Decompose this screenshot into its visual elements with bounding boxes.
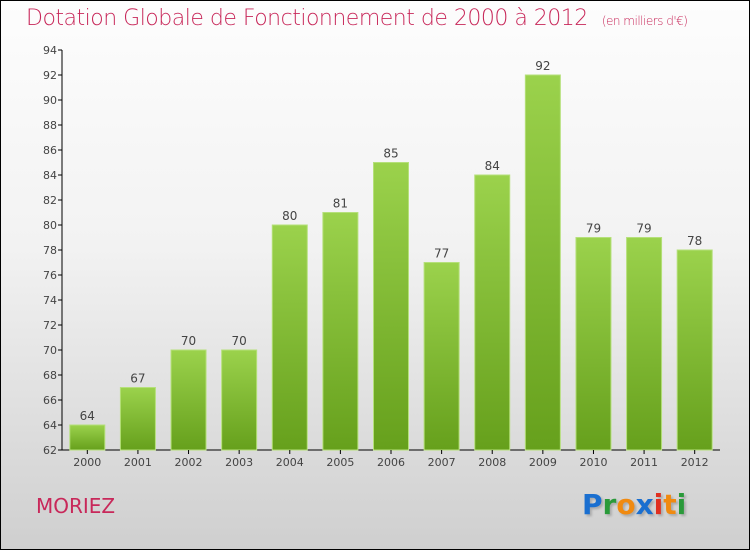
bar-2012 bbox=[676, 249, 713, 451]
bar-2009 bbox=[524, 74, 561, 451]
bar-2004 bbox=[271, 224, 308, 451]
y-tick-label: 62 bbox=[43, 444, 57, 457]
data-label: 64 bbox=[80, 409, 95, 423]
y-tick-label: 70 bbox=[43, 344, 57, 357]
data-label: 79 bbox=[636, 222, 651, 236]
x-tick-label: 2011 bbox=[630, 456, 658, 469]
title-text: Dotation Globale de Fonctionnement de 20… bbox=[26, 6, 588, 31]
y-tick-label: 90 bbox=[43, 94, 57, 107]
data-label: 85 bbox=[383, 147, 398, 161]
bar-2011 bbox=[626, 237, 663, 451]
y-tick-label: 66 bbox=[43, 394, 57, 407]
data-label: 70 bbox=[232, 334, 247, 348]
data-label: 84 bbox=[485, 159, 500, 173]
x-tick-label: 2002 bbox=[175, 456, 203, 469]
data-label: 81 bbox=[333, 197, 348, 211]
bar-2002 bbox=[170, 349, 207, 451]
proxiti-logo: Proxiti bbox=[582, 488, 687, 521]
bar-2010 bbox=[575, 237, 612, 451]
y-tick-label: 94 bbox=[43, 44, 57, 57]
x-tick-label: 2006 bbox=[377, 456, 405, 469]
y-tick-label: 74 bbox=[43, 294, 57, 307]
y-tick-label: 86 bbox=[43, 144, 57, 157]
chart-subtitle: (en milliers d'€) bbox=[601, 14, 688, 28]
bar-2006 bbox=[373, 162, 409, 451]
location-name: MORIEZ bbox=[36, 494, 116, 518]
bar-2003 bbox=[221, 349, 258, 451]
data-label: 92 bbox=[535, 59, 550, 73]
data-label: 79 bbox=[586, 222, 601, 236]
y-tick-label: 78 bbox=[43, 244, 57, 257]
bar-2001 bbox=[119, 387, 156, 451]
bar-2005 bbox=[322, 212, 359, 451]
x-tick-label: 2009 bbox=[529, 456, 557, 469]
data-label: 67 bbox=[130, 372, 145, 386]
y-tick-label: 84 bbox=[43, 169, 57, 182]
data-label: 70 bbox=[181, 334, 196, 348]
bar-2000 bbox=[69, 424, 106, 451]
bar-2007 bbox=[423, 262, 460, 451]
y-tick-label: 80 bbox=[43, 219, 57, 232]
data-label: 77 bbox=[434, 247, 449, 261]
x-tick-label: 2000 bbox=[73, 456, 101, 469]
y-tick-label: 72 bbox=[43, 319, 57, 332]
x-tick-label: 2005 bbox=[326, 456, 354, 469]
x-tick-label: 2003 bbox=[225, 456, 253, 469]
y-tick-label: 88 bbox=[43, 119, 57, 132]
data-label: 78 bbox=[687, 234, 702, 248]
y-tick-label: 82 bbox=[43, 194, 57, 207]
x-tick-label: 2004 bbox=[276, 456, 304, 469]
y-tick-label: 92 bbox=[43, 69, 57, 82]
y-tick-label: 68 bbox=[43, 369, 57, 382]
x-tick-label: 2007 bbox=[428, 456, 456, 469]
chart-title: Dotation Globale de Fonctionnement de 20… bbox=[26, 6, 688, 31]
x-tick-label: 2012 bbox=[681, 456, 709, 469]
x-tick-label: 2008 bbox=[478, 456, 506, 469]
x-tick-label: 2001 bbox=[124, 456, 152, 469]
y-tick-label: 64 bbox=[43, 419, 57, 432]
x-tick-label: 2010 bbox=[579, 456, 607, 469]
data-label: 80 bbox=[282, 209, 297, 223]
y-tick-label: 76 bbox=[43, 269, 57, 282]
bar-2008 bbox=[474, 174, 511, 451]
